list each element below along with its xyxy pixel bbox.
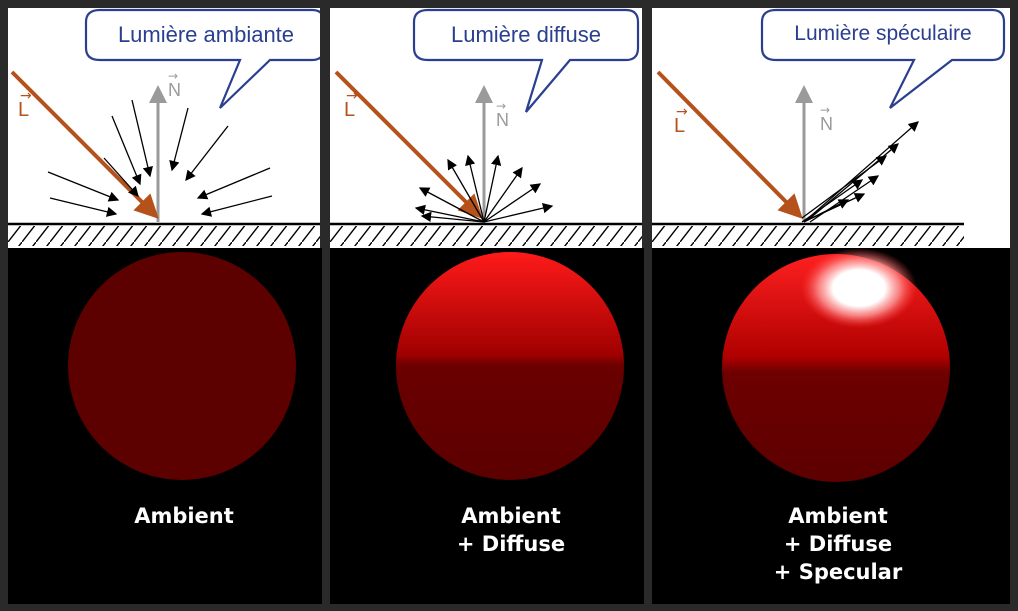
sphere-caption: Ambient + Diffuse [361,502,661,558]
specular-diagram-panel: L → N → Lumière spéculaire [652,8,1010,248]
surface-hatching [330,226,642,246]
ambient-sphere [68,252,296,480]
surface-hatching [8,226,320,246]
svg-text:→: → [346,88,358,104]
sphere [68,252,296,480]
ambient-rays [47,99,273,217]
normal-vector-label: N [168,80,181,100]
surface-hatching [652,226,964,246]
specular-sphere [722,248,950,482]
ambient-sphere-panel: Ambient [8,248,322,604]
specular-sphere-panel: Ambient + Diffuse + Specular [652,248,1010,604]
diffuse-sphere [396,252,624,480]
caption-line: Ambient [788,504,888,528]
light-arrow [10,70,159,219]
light-arrow [334,70,483,219]
diffuse-sphere-panel: Ambient + Diffuse [330,248,644,604]
svg-text:→: → [20,88,32,104]
diffuse-rays [414,154,554,223]
caption-line: Ambient [134,504,234,528]
bubble-label-ambient: Lumière ambiante [117,22,295,47]
svg-text:→: → [676,104,688,120]
light-vector-label: L [18,99,29,121]
sphere-caption: Ambient [34,502,334,530]
caption-line: + Diffuse [456,532,566,556]
specular-diagram: L → N → [652,8,1006,246]
sphere-caption: Ambient + Diffuse + Specular [688,502,988,586]
bubble-label-specular: Lumière spéculaire [794,22,972,45]
speech-bubble [760,8,1006,109]
normal-vector-label: N [820,114,833,134]
specular-highlight [801,248,917,328]
speech-bubble [84,8,320,109]
diffuse-diagram: L → N → [330,8,642,246]
sphere [396,252,624,480]
light-arrow [656,70,803,219]
caption-line: Ambient [461,504,561,528]
normal-vector-label: N [496,110,509,130]
bubble-label-diffuse: Lumière diffuse [450,22,601,47]
svg-text:→: → [820,103,830,117]
speech-bubble [412,8,640,113]
specular-rays [801,121,919,223]
diffuse-diagram-panel: L → N → Lumière diffuse [330,8,642,248]
caption-line: + Specular [773,560,903,584]
light-vector-label: L [344,99,355,121]
ambient-diagram-panel: L → N → Lumière ambiante [8,8,320,248]
light-vector-label: L [674,115,685,137]
ambient-diagram: L → N → [8,8,320,246]
svg-text:→: → [168,69,178,83]
caption-line: + Diffuse [783,532,893,556]
svg-text:→: → [496,99,506,113]
